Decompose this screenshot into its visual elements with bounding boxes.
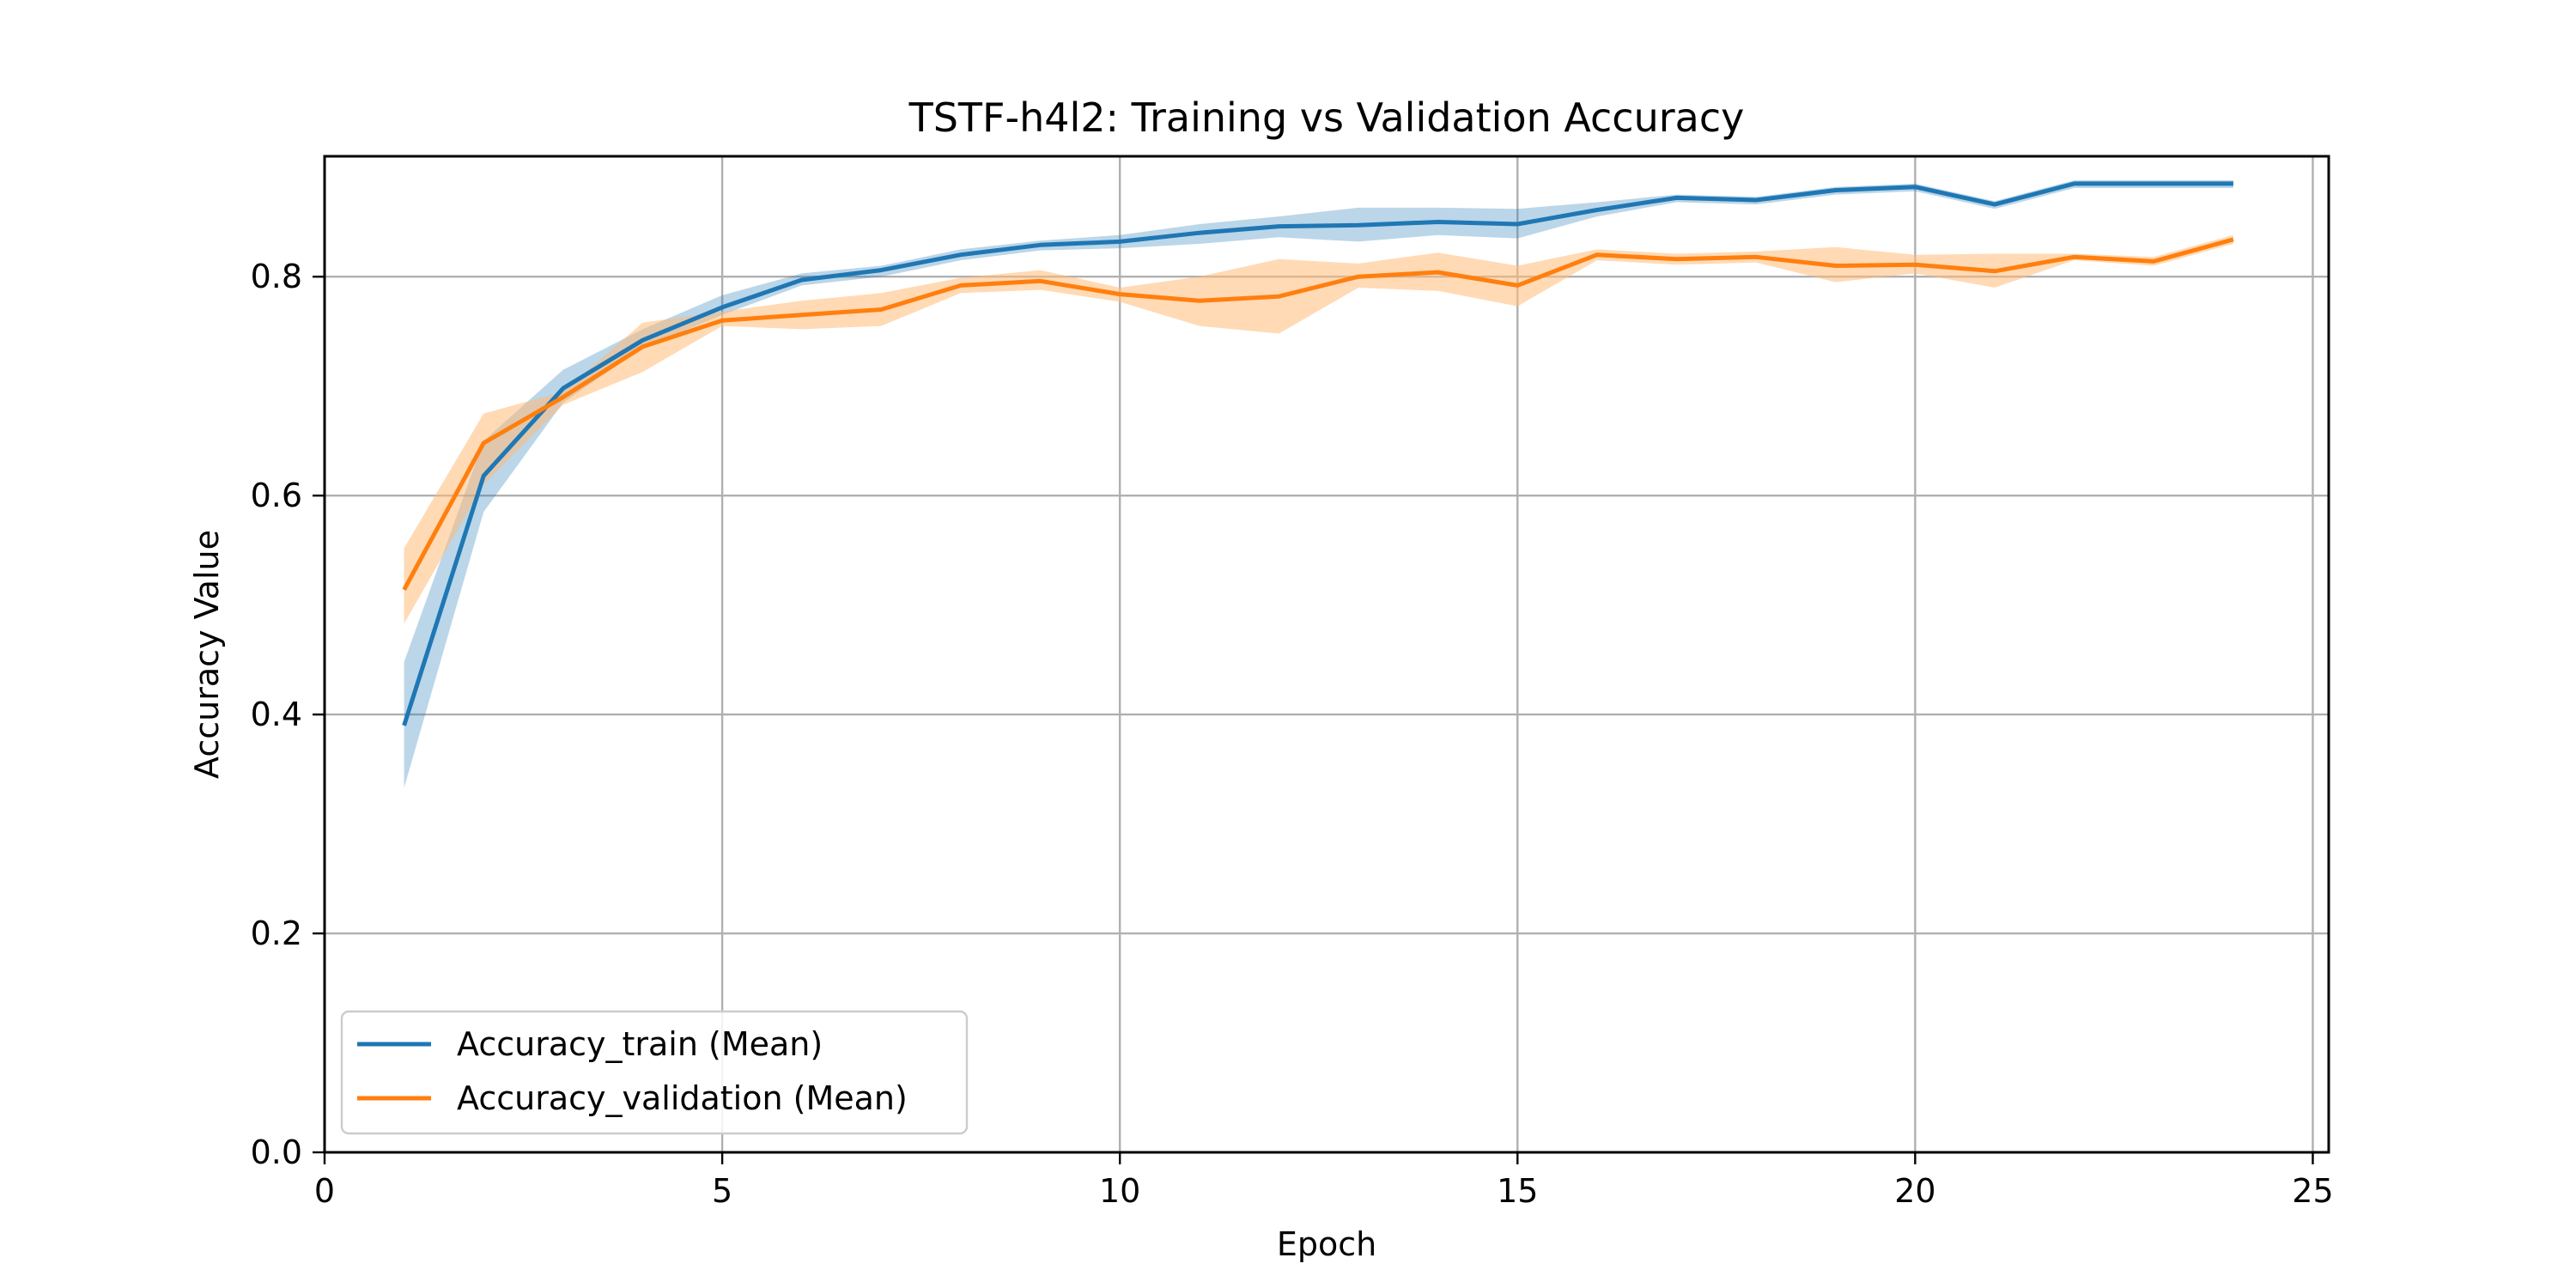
- x-tick-label: 5: [712, 1172, 732, 1210]
- y-axis-ticks: 0.0 0.2 0.4 0.6 0.8: [251, 258, 325, 1171]
- x-tick-label: 25: [2292, 1172, 2333, 1210]
- legend-entry-label: Accuracy_train (Mean): [457, 1025, 823, 1063]
- series-lines: [402, 181, 2234, 726]
- y-tick-label: 0.4: [251, 696, 302, 733]
- legend-entry-label: Accuracy_validation (Mean): [457, 1079, 908, 1117]
- plot-frame: [323, 155, 2330, 1154]
- y-tick-label: 0.0: [251, 1133, 302, 1171]
- y-tick-label: 0.8: [251, 258, 302, 295]
- series-1-line: [402, 237, 2234, 591]
- legend-box: [340, 1010, 969, 1135]
- chart-title: TSTF-h4l2: Training vs Validation Accura…: [908, 94, 1745, 141]
- x-tick-label: 20: [1894, 1172, 1935, 1210]
- legend: Accuracy_train (Mean) Accuracy_validation…: [340, 1010, 969, 1135]
- y-tick-label: 0.6: [251, 477, 302, 514]
- y-axis-label: Accuracy Value: [188, 530, 226, 779]
- series-0-line: [402, 181, 2233, 726]
- x-tick-label: 0: [314, 1172, 335, 1210]
- x-tick-label: 15: [1497, 1172, 1538, 1210]
- y-tick-label: 0.2: [251, 914, 302, 952]
- x-axis-label: Epoch: [1277, 1225, 1376, 1263]
- x-axis-ticks: 0 5 10 15 20 25: [314, 1152, 2334, 1210]
- x-tick-label: 10: [1099, 1172, 1140, 1210]
